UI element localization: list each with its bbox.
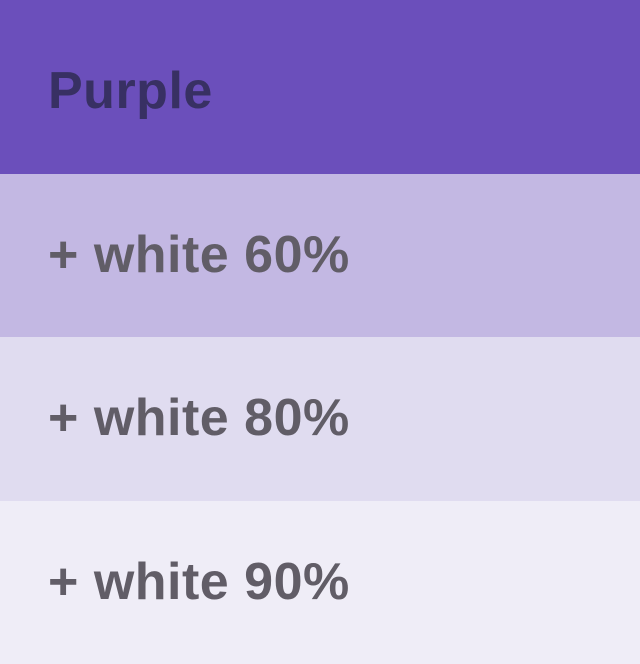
swatch-label: Purple <box>48 62 213 121</box>
swatch-label: + white 90% <box>48 552 350 611</box>
swatch-purple-base: Purple <box>0 0 640 174</box>
swatch-label: + white 80% <box>48 389 350 448</box>
swatch-purple-tint-80: + white 80% <box>0 337 640 501</box>
swatch-purple-tint-90: + white 90% <box>0 500 640 664</box>
swatch-purple-tint-60: + white 60% <box>0 173 640 337</box>
swatch-label: + white 60% <box>48 225 350 284</box>
